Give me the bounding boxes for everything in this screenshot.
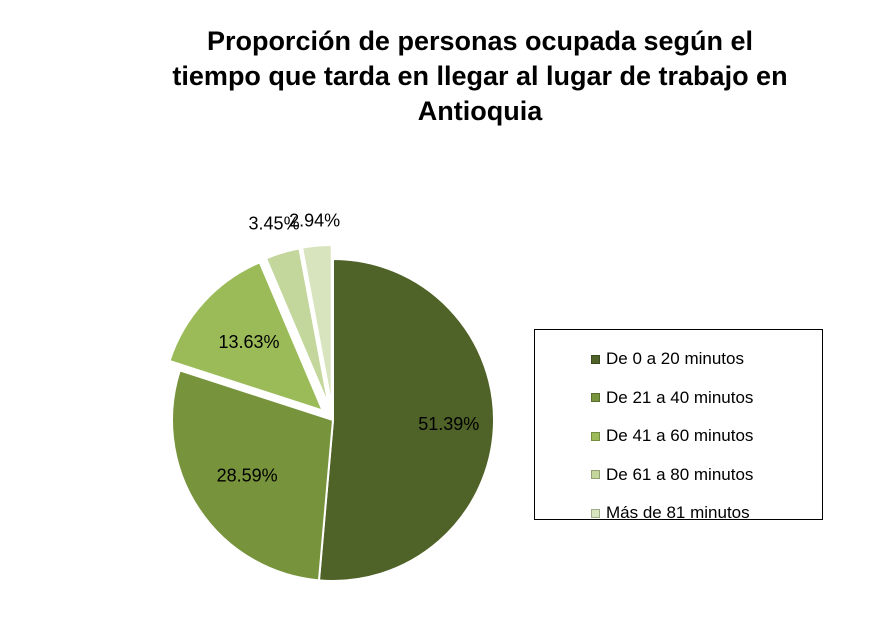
data-label-2: 28.59%	[217, 466, 278, 486]
legend-item-4: De 61 a 80 minutos	[535, 456, 822, 495]
legend-label-4: De 61 a 80 minutos	[606, 464, 754, 484]
legend-swatch-5	[591, 508, 600, 518]
data-label-5: 2.94%	[289, 210, 340, 230]
chart-title-line-1: Proporción de personas ocupada según el	[206, 26, 754, 56]
legend-item-1: De 0 a 20 minutos	[535, 340, 822, 379]
chart-title-line-3: Antioquia	[417, 96, 543, 126]
chart-legend: De 0 a 20 minutos De 21 a 40 minutos De 41…	[534, 329, 823, 522]
legend-label-5: Más de 81 minutos	[606, 503, 750, 523]
chart-title: Proporción de personas ocupada según el …	[130, 24, 830, 129]
legend-item-5: Más de 81 minutos	[535, 494, 822, 533]
legend-label-2: De 21 a 40 minutos	[606, 387, 754, 407]
legend-swatch-1	[591, 354, 600, 364]
data-label-3: 13.63%	[219, 332, 280, 352]
pie-slice-1	[317, 257, 495, 582]
legend-item-2: De 21 a 40 minutos	[535, 379, 822, 418]
data-label-1: 51.39%	[418, 414, 479, 434]
pie-slice-4	[264, 247, 330, 407]
legend-label-1: De 0 a 20 minutos	[606, 349, 744, 369]
legend-swatch-4	[591, 470, 600, 480]
chart-title-line-2: tiempo que tarda en llegar al lugar de t…	[172, 61, 788, 91]
legend-swatch-2	[591, 393, 600, 403]
legend-swatch-3	[591, 431, 600, 441]
pie-slice-3	[168, 261, 325, 413]
data-label-4: 3.45%	[249, 213, 300, 233]
legend-label-3: De 41 a 60 minutos	[606, 426, 754, 446]
pie-slice-5	[300, 244, 333, 407]
pie-slice-2	[171, 369, 335, 582]
legend-item-3: De 41 a 60 minutos	[535, 417, 822, 456]
